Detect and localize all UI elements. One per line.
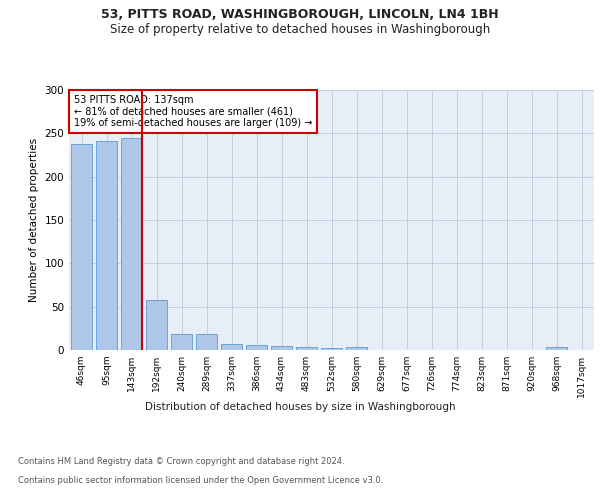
Bar <box>221 344 242 350</box>
Bar <box>321 348 342 350</box>
Bar <box>271 346 292 350</box>
Bar <box>96 141 117 350</box>
Bar <box>346 346 367 350</box>
Text: Size of property relative to detached houses in Washingborough: Size of property relative to detached ho… <box>110 22 490 36</box>
Bar <box>71 144 92 350</box>
Bar <box>146 300 167 350</box>
Text: 53, PITTS ROAD, WASHINGBOROUGH, LINCOLN, LN4 1BH: 53, PITTS ROAD, WASHINGBOROUGH, LINCOLN,… <box>101 8 499 20</box>
Text: Distribution of detached houses by size in Washingborough: Distribution of detached houses by size … <box>145 402 455 412</box>
Bar <box>546 348 567 350</box>
Text: 53 PITTS ROAD: 137sqm
← 81% of detached houses are smaller (461)
19% of semi-det: 53 PITTS ROAD: 137sqm ← 81% of detached … <box>74 95 313 128</box>
Bar <box>246 345 267 350</box>
Text: Contains public sector information licensed under the Open Government Licence v3: Contains public sector information licen… <box>18 476 383 485</box>
Y-axis label: Number of detached properties: Number of detached properties <box>29 138 39 302</box>
Text: Contains HM Land Registry data © Crown copyright and database right 2024.: Contains HM Land Registry data © Crown c… <box>18 458 344 466</box>
Bar <box>121 138 142 350</box>
Bar <box>196 334 217 350</box>
Bar <box>296 346 317 350</box>
Bar <box>171 334 192 350</box>
